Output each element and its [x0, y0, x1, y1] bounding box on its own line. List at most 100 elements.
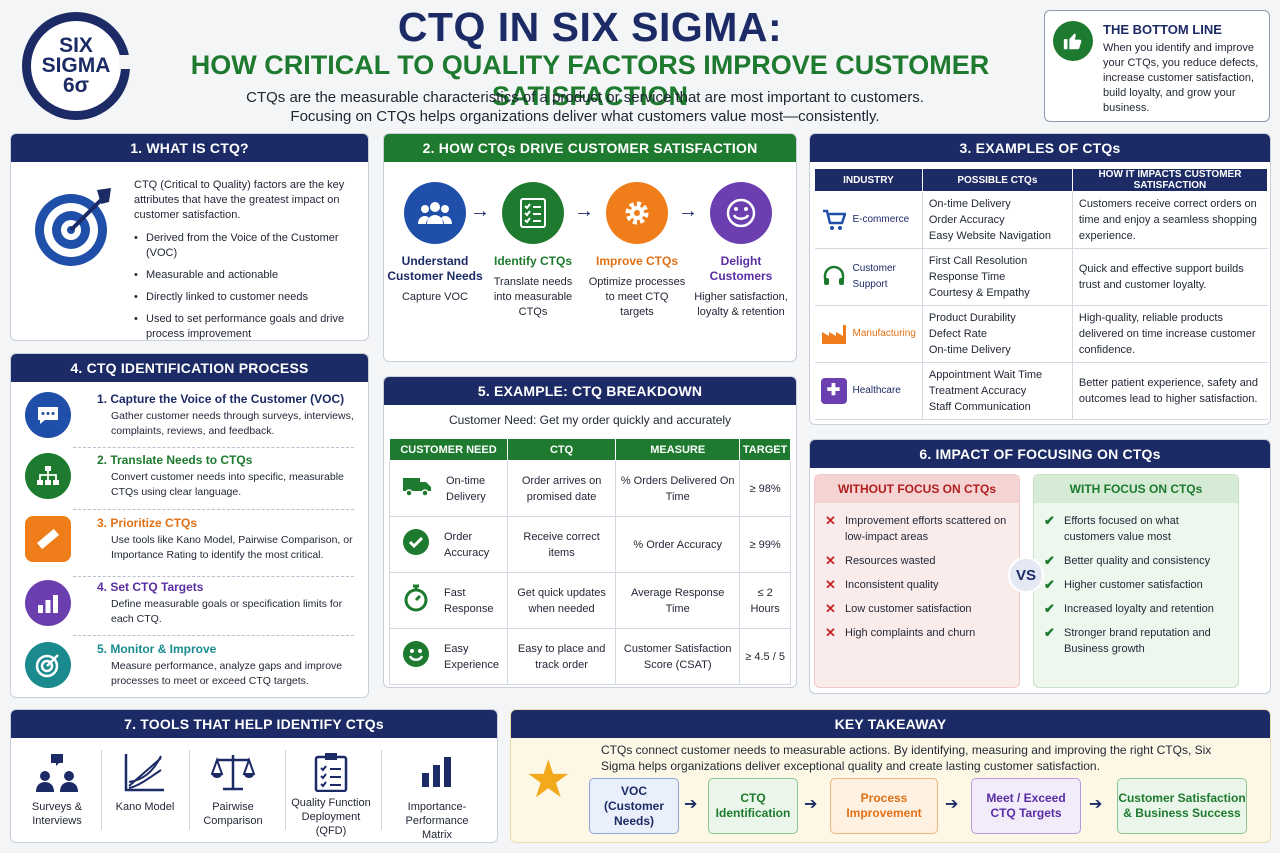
check-circle-icon [402, 528, 430, 561]
ctq-cell: On-time Delivery Order Accuracy Easy Web… [922, 191, 1073, 249]
bottom-line-text: When you identify and improve your CTQs,… [1103, 42, 1259, 114]
table-row: Fast Response Get quick updates when nee… [389, 572, 791, 629]
gear-icon [606, 182, 668, 244]
impact-panel: 6. IMPACT OF FOCUSING ON CTQs WITHOUT FO… [809, 439, 1271, 694]
divider [285, 750, 286, 830]
kano-graph-icon [103, 750, 187, 794]
drive-satisfaction-heading: 2. HOW CTQs DRIVE CUSTOMER SATISFACTION [384, 134, 796, 162]
ctq-bullet: Directly linked to customer needs [134, 290, 359, 305]
divider [381, 750, 382, 830]
thumbs-up-icon [1053, 21, 1093, 61]
impact-cell: Quick and effective support builds trust… [1072, 248, 1268, 306]
ctq-cell: Product Durability Defect Rate On-time D… [922, 305, 1073, 363]
column-header: POSSIBLE CTQs [921, 168, 1073, 192]
smiley-icon [402, 640, 430, 673]
column-header: TARGET [739, 438, 791, 461]
tool-label: Importance-Performance Matrix [405, 801, 469, 841]
drive-step-desc: Optimize processes to meet CTQ targets [588, 276, 686, 318]
ctq-cell: Get quick updates when needed [506, 572, 617, 629]
drive-step-desc: Translate needs into measurable CTQs [493, 276, 573, 318]
check-mark-icon: ✔ [1044, 601, 1055, 616]
list-item: ✔ Higher customer satisfaction [1044, 577, 1230, 593]
list-item: ✔ Increased loyalty and retention [1044, 601, 1230, 617]
hierarchy-icon [25, 453, 71, 499]
arrow-right-icon: ➔ [945, 796, 959, 813]
list-item: ✔ Stronger brand reputation and Business … [1044, 625, 1230, 657]
drive-step: Improve CTQs Optimize processes to meet … [588, 182, 686, 320]
drive-step-name: Delight Customers [709, 254, 773, 283]
table-row: ✚ Healthcare Appointment Wait Time Treat… [814, 362, 1268, 420]
scales-icon [191, 750, 275, 794]
list-item: ✕ Resources wasted [825, 553, 1011, 569]
ctq-cell: Order arrives on promised date [506, 460, 617, 517]
with-focus-list: ✔ Efforts focused on what customers value… [1034, 503, 1238, 657]
list-item: ✔ Efforts focused on what customers value… [1044, 513, 1230, 545]
ctq-item: On-time Delivery [928, 198, 1011, 210]
target-cell: ≤ 2 Hours [739, 572, 791, 629]
ctq-bullet: Measurable and actionable [134, 268, 359, 283]
process-step-desc: Measure performance, analyze gaps and im… [111, 660, 343, 687]
list-item-text: Better quality and consistency [1064, 555, 1211, 567]
page-title: CTQ IN SIX SIGMA: [397, 4, 783, 50]
examples-panel: 3. EXAMPLES OF CTQs INDUSTRY POSSIBLE CT… [809, 133, 1271, 425]
divider [73, 509, 354, 510]
six-sigma-logo: SIX SIGMA 6σ [22, 12, 133, 120]
cart-icon [821, 207, 847, 233]
x-mark-icon: ✕ [825, 513, 836, 528]
tool-label: Surveys & Interviews [31, 801, 83, 827]
arrow-right-icon: → [574, 200, 594, 222]
breakdown-header-row: CUSTOMER NEED CTQ MEASURE TARGET [389, 438, 791, 461]
measure-cell: Customer Satisfaction Score (CSAT) [615, 628, 741, 685]
checklist-icon [502, 182, 564, 244]
drive-step-desc: Capture VOC [401, 291, 469, 303]
process-step-name: 3. Prioritize CTQs [97, 516, 198, 530]
column-header: INDUSTRY [814, 168, 923, 192]
industry-name: Manufacturing [852, 328, 916, 339]
industry-cell: E-commerce [814, 191, 923, 249]
table-row: On-time Delivery Order arrives on promis… [389, 460, 791, 517]
x-mark-icon: ✕ [825, 577, 836, 592]
flow-box-customer-satisfaction: Customer Satisfaction & Business Success [1117, 778, 1247, 834]
impact-cell: High-quality, reliable products delivere… [1072, 305, 1268, 363]
industry-cell: ✚ Healthcare [814, 362, 923, 420]
flow-box-process-improvement: Process Improvement [830, 778, 938, 834]
column-header: HOW IT IMPACTS CUSTOMER SATISFACTION [1071, 168, 1269, 192]
need-name: Order Accuracy [444, 530, 490, 559]
need-name: Fast Response [444, 586, 494, 615]
measure-cell: % Order Accuracy [615, 516, 741, 573]
target-cell: ≥ 98% [739, 460, 791, 517]
intro-text: CTQs are the measurable characteristics … [150, 88, 1020, 126]
target-icon [31, 184, 117, 270]
flow-box-ctq-identification: CTQ Identification [708, 778, 798, 834]
key-takeaway-text: CTQs connect customer needs to measurabl… [601, 743, 1212, 773]
ctq-item: Response Time [928, 271, 1006, 283]
breakdown-table: CUSTOMER NEED CTQ MEASURE TARGET On-time… [389, 438, 791, 685]
ctq-cell: Receive correct items [506, 516, 617, 573]
column-header: CTQ [506, 438, 617, 461]
page-subtitle: HOW CRITICAL TO QUALITY FACTORS IMPROVE … [190, 50, 990, 111]
need-cell: Easy Experience [389, 628, 508, 685]
column-header: CUSTOMER NEED [389, 438, 508, 461]
ctq-breakdown-panel: 5. EXAMPLE: CTQ BREAKDOWN Customer Need:… [383, 376, 797, 688]
check-mark-icon: ✔ [1044, 625, 1055, 640]
tools-panel: 7. TOOLS THAT HELP IDENTIFY CTQs Surveys… [10, 709, 498, 843]
list-item: ✔ Better quality and consistency [1044, 553, 1230, 569]
ctq-item: Staff Communication [928, 401, 1031, 413]
tools-heading: 7. TOOLS THAT HELP IDENTIFY CTQs [11, 710, 497, 738]
measure-cell: Average Response Time [615, 572, 741, 629]
need-cell: On-time Delivery [389, 460, 508, 517]
survey-people-icon [15, 750, 99, 794]
ctq-item: Appointment Wait Time [928, 369, 1043, 381]
ctq-item: Easy Website Navigation [928, 230, 1051, 242]
process-step-name: 4. Set CTQ Targets [97, 580, 204, 594]
process-step-name: 5. Monitor & Improve [97, 642, 217, 656]
people-group-icon [404, 182, 466, 244]
target-cell: ≥ 4.5 / 5 [739, 628, 791, 685]
ctq-item: On-time Delivery [928, 344, 1011, 356]
list-item: ✕ Inconsistent quality [825, 577, 1011, 593]
logo-line-3: 6σ [62, 74, 90, 97]
drive-step-desc: Higher satisfaction, loyalty & retention [694, 291, 788, 318]
customer-need-text: Customer Need: Get my order quickly and … [448, 413, 732, 427]
list-item-text: High complaints and churn [845, 627, 976, 639]
truck-icon [402, 475, 432, 502]
